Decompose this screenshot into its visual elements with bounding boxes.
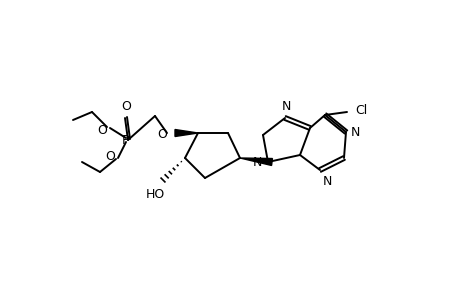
Text: O: O <box>105 149 115 163</box>
Text: O: O <box>121 100 131 113</box>
Text: N: N <box>252 157 262 169</box>
Text: O: O <box>157 128 167 140</box>
Text: N: N <box>350 125 359 139</box>
Text: N: N <box>322 175 332 188</box>
Text: Cl: Cl <box>354 104 366 118</box>
Polygon shape <box>174 130 197 136</box>
Text: P: P <box>122 134 129 148</box>
Text: HO: HO <box>145 188 164 201</box>
Polygon shape <box>240 158 272 166</box>
Text: N: N <box>281 100 290 113</box>
Text: O: O <box>97 124 107 136</box>
